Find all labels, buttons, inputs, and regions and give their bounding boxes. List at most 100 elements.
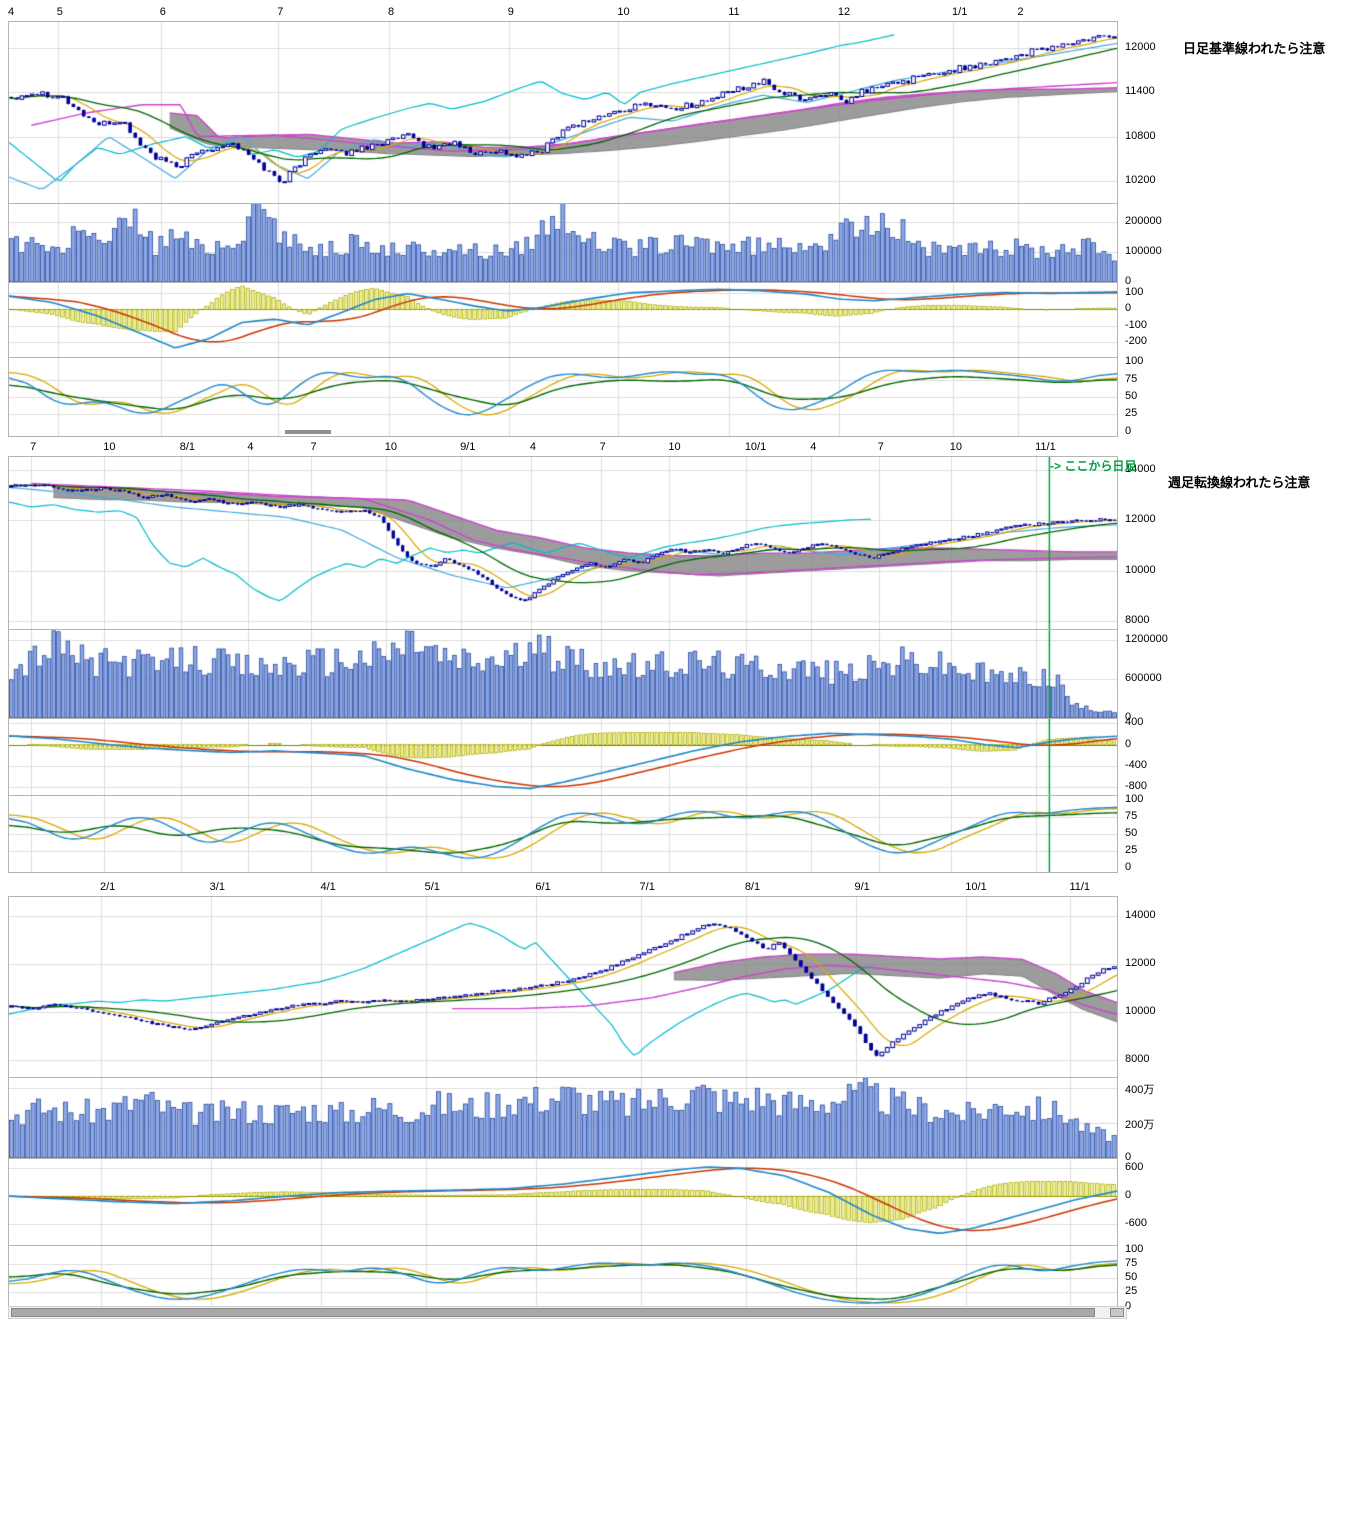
scrollbar-thumb[interactable] bbox=[11, 1308, 1095, 1317]
x-axis-label: 7 bbox=[30, 441, 37, 453]
x-axis-label: 7 bbox=[310, 441, 317, 453]
chart-block-daily: 4 5 6 7 8 9 10 11 12 1/1 2 12000 11400 10800 10200 2000… bbox=[8, 5, 1162, 437]
annotation-daily-baseline: 日足基準線われたら注意 bbox=[1183, 41, 1326, 56]
x-axis-label: 7 bbox=[877, 441, 884, 453]
weekly-to-daily-price-canvas bbox=[9, 457, 1117, 629]
y-axis-label: 600 bbox=[1125, 1161, 1144, 1174]
scrollbar-end-button[interactable] bbox=[1110, 1308, 1124, 1317]
y-axis-label: 1200000 bbox=[1125, 632, 1168, 645]
y-axis-label: 400万 bbox=[1125, 1084, 1155, 1097]
x-axis-label: 11/1 bbox=[1035, 441, 1056, 453]
y-axis-label: 0 bbox=[1125, 1299, 1132, 1312]
x-axis-label: 7 bbox=[599, 441, 606, 453]
x-axis-labels: 7 10 8/1 4 7 10 9/1 4 7 10 10/1 4 7 10 11/1 bbox=[8, 440, 1116, 456]
weekly-macd-panel: 600 0 -600 bbox=[8, 1159, 1147, 1246]
weekly-stoch-canvas bbox=[9, 1246, 1117, 1310]
y-axis-label: 10000 bbox=[1125, 1005, 1156, 1018]
y-axis-label: 0 bbox=[1125, 1189, 1132, 1202]
x-axis-label: 5 bbox=[56, 6, 63, 18]
y-axis-label: 100 bbox=[1125, 793, 1144, 806]
y-axis-label: 75 bbox=[1125, 810, 1138, 823]
y-axis-label: 100 bbox=[1125, 285, 1144, 298]
daily-stoch-panel: 100 75 50 25 0 bbox=[8, 355, 1143, 437]
y-axis-label: 10800 bbox=[1125, 129, 1156, 142]
x-axis-label: 11 bbox=[728, 6, 740, 18]
weekly-price-panel: 14000 12000 10000 8000 bbox=[8, 896, 1156, 1078]
x-axis-label: 10 bbox=[949, 441, 963, 453]
weekly-macd-canvas bbox=[9, 1159, 1117, 1245]
daily-macd-canvas bbox=[9, 283, 1117, 357]
x-axis-label: 10 bbox=[384, 441, 397, 453]
x-axis-label: 2 bbox=[1017, 6, 1024, 18]
y-axis-label: 0 bbox=[1125, 737, 1132, 750]
y-axis-label: 14000 bbox=[1125, 462, 1156, 475]
y-axis-label: -200 bbox=[1125, 335, 1148, 348]
weekly-volume-panel: 400万 200万 0 bbox=[8, 1078, 1154, 1163]
weekly-to-daily-volume-panel: 1200000 600000 0 bbox=[8, 630, 1168, 723]
x-axis-label: 6 bbox=[159, 6, 166, 18]
weekly-price-canvas bbox=[9, 897, 1117, 1077]
x-axis-label: 9 bbox=[507, 6, 514, 18]
y-axis-label: 200000 bbox=[1125, 215, 1162, 227]
x-axis-label: 9/1 bbox=[460, 441, 476, 453]
x-axis-label: 8 bbox=[388, 6, 395, 18]
x-axis-label: 11/1 bbox=[1069, 881, 1091, 893]
mini-scrollbar-thumb[interactable] bbox=[285, 430, 331, 434]
weekly-to-daily-price-panel: 14000 12000 10000 8000 bbox=[8, 456, 1156, 630]
y-axis-label: 0 bbox=[1125, 424, 1132, 437]
chart-block-weekly: 2/1 3/1 4/1 5/1 6/1 7/1 8/1 9/1 10/1 11/1 14000 120… bbox=[8, 876, 1156, 1312]
x-axis-labels: 2/1 3/1 4/1 5/1 6/1 7/1 8/1 9/1 10/1 11/1 bbox=[8, 876, 1116, 896]
y-axis-label: -600 bbox=[1125, 1217, 1148, 1230]
x-axis-label: 9/1 bbox=[854, 881, 870, 893]
daily-volume-panel: 200000 100000 0 bbox=[8, 204, 1162, 287]
y-axis-label: 600000 bbox=[1125, 671, 1162, 684]
daily-volume-canvas bbox=[9, 204, 1117, 282]
x-axis-label: 8/1 bbox=[744, 881, 761, 893]
x-axis-label: 10 bbox=[103, 441, 116, 453]
y-axis-label: 12000 bbox=[1125, 513, 1156, 526]
y-axis-label: 10200 bbox=[1125, 173, 1156, 186]
y-axis-label: 400 bbox=[1125, 716, 1144, 729]
y-axis-label: 0 bbox=[1125, 1151, 1132, 1163]
x-axis-label: 10 bbox=[668, 441, 681, 453]
daily-price-panel: 12000 11400 10800 10200 bbox=[8, 21, 1156, 204]
daily-price-canvas bbox=[9, 22, 1117, 203]
weekly-to-daily-macd-panel: 400 0 -400 -800 bbox=[8, 716, 1147, 796]
x-axis-label: 6/1 bbox=[535, 881, 551, 893]
y-axis-label: -800 bbox=[1125, 780, 1148, 793]
annotation-weekly-tenkan: 週足転換線われたら注意 bbox=[1168, 475, 1311, 490]
y-axis-label: 14000 bbox=[1125, 909, 1156, 922]
annotation-daily-start-marker: -> ここから日足 bbox=[1050, 459, 1137, 473]
weekly-to-daily-macd-canvas bbox=[9, 719, 1117, 795]
y-axis-label: 50 bbox=[1125, 390, 1138, 402]
x-axis-label: 2/1 bbox=[99, 881, 116, 893]
y-axis-label: 25 bbox=[1125, 1285, 1138, 1298]
x-axis-label: 4 bbox=[529, 441, 536, 453]
x-axis-label: 8/1 bbox=[179, 441, 196, 453]
y-axis-label: 0 bbox=[1125, 860, 1132, 873]
x-axis-label: 5/1 bbox=[424, 881, 440, 893]
x-axis-label: 1/1 bbox=[952, 6, 968, 18]
x-axis-label: 12 bbox=[837, 6, 851, 18]
y-axis-label: 25 bbox=[1125, 843, 1138, 856]
y-axis-label: 50 bbox=[1125, 1271, 1138, 1283]
x-axis-label: 10 bbox=[617, 6, 630, 18]
horizontal-scrollbar[interactable] bbox=[8, 1306, 1127, 1319]
y-axis-label: 0 bbox=[1125, 711, 1132, 723]
y-axis-label: 8000 bbox=[1125, 1053, 1150, 1066]
x-axis-label: 7 bbox=[277, 6, 284, 18]
y-axis-label: -400 bbox=[1125, 758, 1148, 771]
chart-block-weekly-to-daily: 7 10 8/1 4 7 10 9/1 4 7 10 10/1 4 7 10 11/1 14000 12000 1… bbox=[8, 440, 1168, 873]
y-axis-label: 10000 bbox=[1125, 563, 1156, 576]
daily-macd-panel: 100 0 -100 -200 bbox=[8, 283, 1147, 358]
y-axis-label: 11400 bbox=[1125, 85, 1155, 98]
x-axis-label: 4/1 bbox=[320, 881, 336, 893]
x-axis-label: 4 bbox=[8, 6, 15, 18]
y-axis-label: 100000 bbox=[1125, 245, 1162, 257]
weekly-stoch-panel: 100 75 50 25 0 bbox=[8, 1243, 1143, 1312]
x-axis-label: 10/1 bbox=[965, 881, 987, 893]
weekly-to-daily-stoch-canvas bbox=[9, 796, 1117, 872]
y-axis-label: 0 bbox=[1125, 302, 1132, 315]
y-axis-label: 8000 bbox=[1125, 614, 1150, 627]
